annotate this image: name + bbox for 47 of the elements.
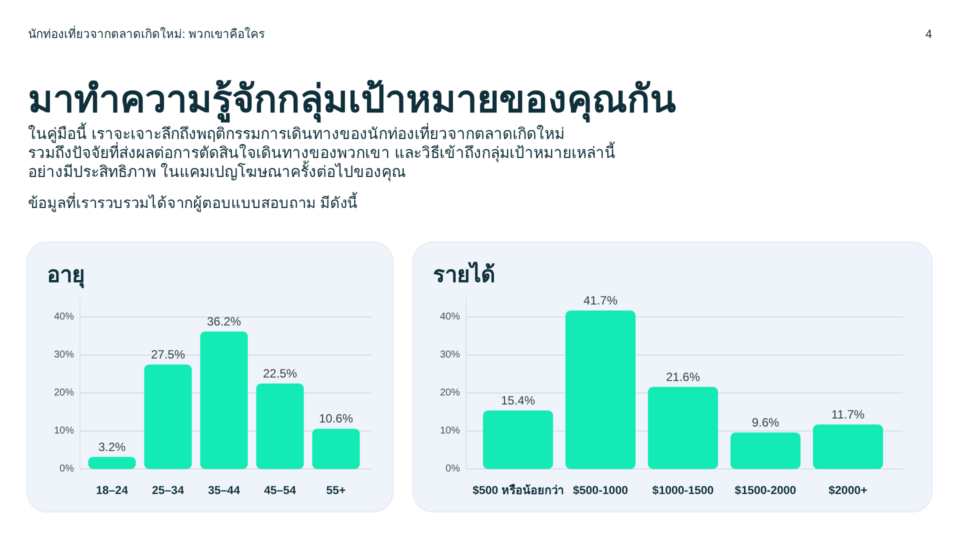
bar: [482, 410, 554, 469]
data-label: 41.7%: [583, 294, 618, 308]
y-tick-label: 10%: [54, 426, 74, 436]
bar: [565, 310, 636, 469]
x-tick-label: $500 หรือน้อยกว่า: [472, 484, 564, 497]
data-label: 10.6%: [318, 412, 354, 426]
bar: [256, 384, 304, 469]
bar: [88, 456, 136, 469]
x-tick-label: 55+: [326, 485, 346, 497]
y-tick-label: 40%: [54, 312, 74, 322]
data-label: 15.4%: [500, 393, 536, 408]
chart-title: รายได้: [433, 261, 495, 287]
bar: [312, 428, 360, 469]
text: นักท่องเที่ยวจากตลาดเกิดใหม่: พวกเขาคือใคร: [28, 25, 266, 41]
y-tick-label: 0%: [60, 464, 74, 474]
bar: [200, 331, 248, 469]
y-tick-label: 10%: [440, 426, 460, 436]
chart-title: อายุ: [47, 262, 85, 289]
x-tick-label: 45–54: [264, 485, 297, 497]
x-tick-label: $2000+: [828, 485, 868, 497]
data-label: 21.6%: [666, 370, 700, 384]
y-tick-label: 30%: [54, 350, 74, 360]
text: ในคู่มือนี้ เราจะเจาะลึกถึงพฤติกรรมการเดินทางของนักท่องเที่ยวจากตลาดเกิดใหม่ รวมถึงปัจจัยที่ส่งผลต่อการตัดสินใจเดินทางของพวกเขา และวิธีเข้าถึงกลุ่มเป้าหมายเหล่านี้ อย่างมีประสิทธิภาพ ในแคมเปญโฆษณาครั้งต่อไปของคุณ: [28, 122, 616, 182]
y-tick-label: 20%: [440, 388, 460, 398]
bar: [812, 424, 884, 469]
text: ข้อมูลที่เรารวบรวมได้จากผู้ตอบแบบสอบถาม มีดังนี้: [28, 192, 358, 212]
bar: [648, 386, 718, 469]
y-tick-label: 40%: [440, 312, 460, 322]
data-label: 9.6%: [752, 416, 780, 430]
y-tick-label: 20%: [54, 388, 74, 398]
data-label: 36.2%: [206, 314, 242, 328]
data-label: 27.5%: [150, 348, 186, 362]
data-label: 22.5%: [262, 366, 298, 380]
y-tick-label: 30%: [440, 350, 460, 360]
y-tick-label: 0%: [446, 464, 460, 474]
x-tick-label: 25–34: [152, 485, 185, 497]
x-tick-label: $1500-2000: [734, 485, 796, 497]
x-tick-label: $1000-1500: [652, 485, 714, 497]
x-tick-label: $500-1000: [573, 485, 628, 497]
text: 4: [925, 27, 932, 41]
text: มาทำความรู้จักกลุ่มเป้าหมายของคุณกัน: [28, 79, 676, 123]
bar: [730, 432, 801, 469]
data-label: 3.2%: [98, 440, 126, 454]
x-tick-label: 35–44: [208, 485, 241, 497]
x-tick-label: 18–24: [96, 485, 129, 497]
data-label: 11.7%: [831, 408, 865, 422]
bar: [144, 364, 192, 469]
